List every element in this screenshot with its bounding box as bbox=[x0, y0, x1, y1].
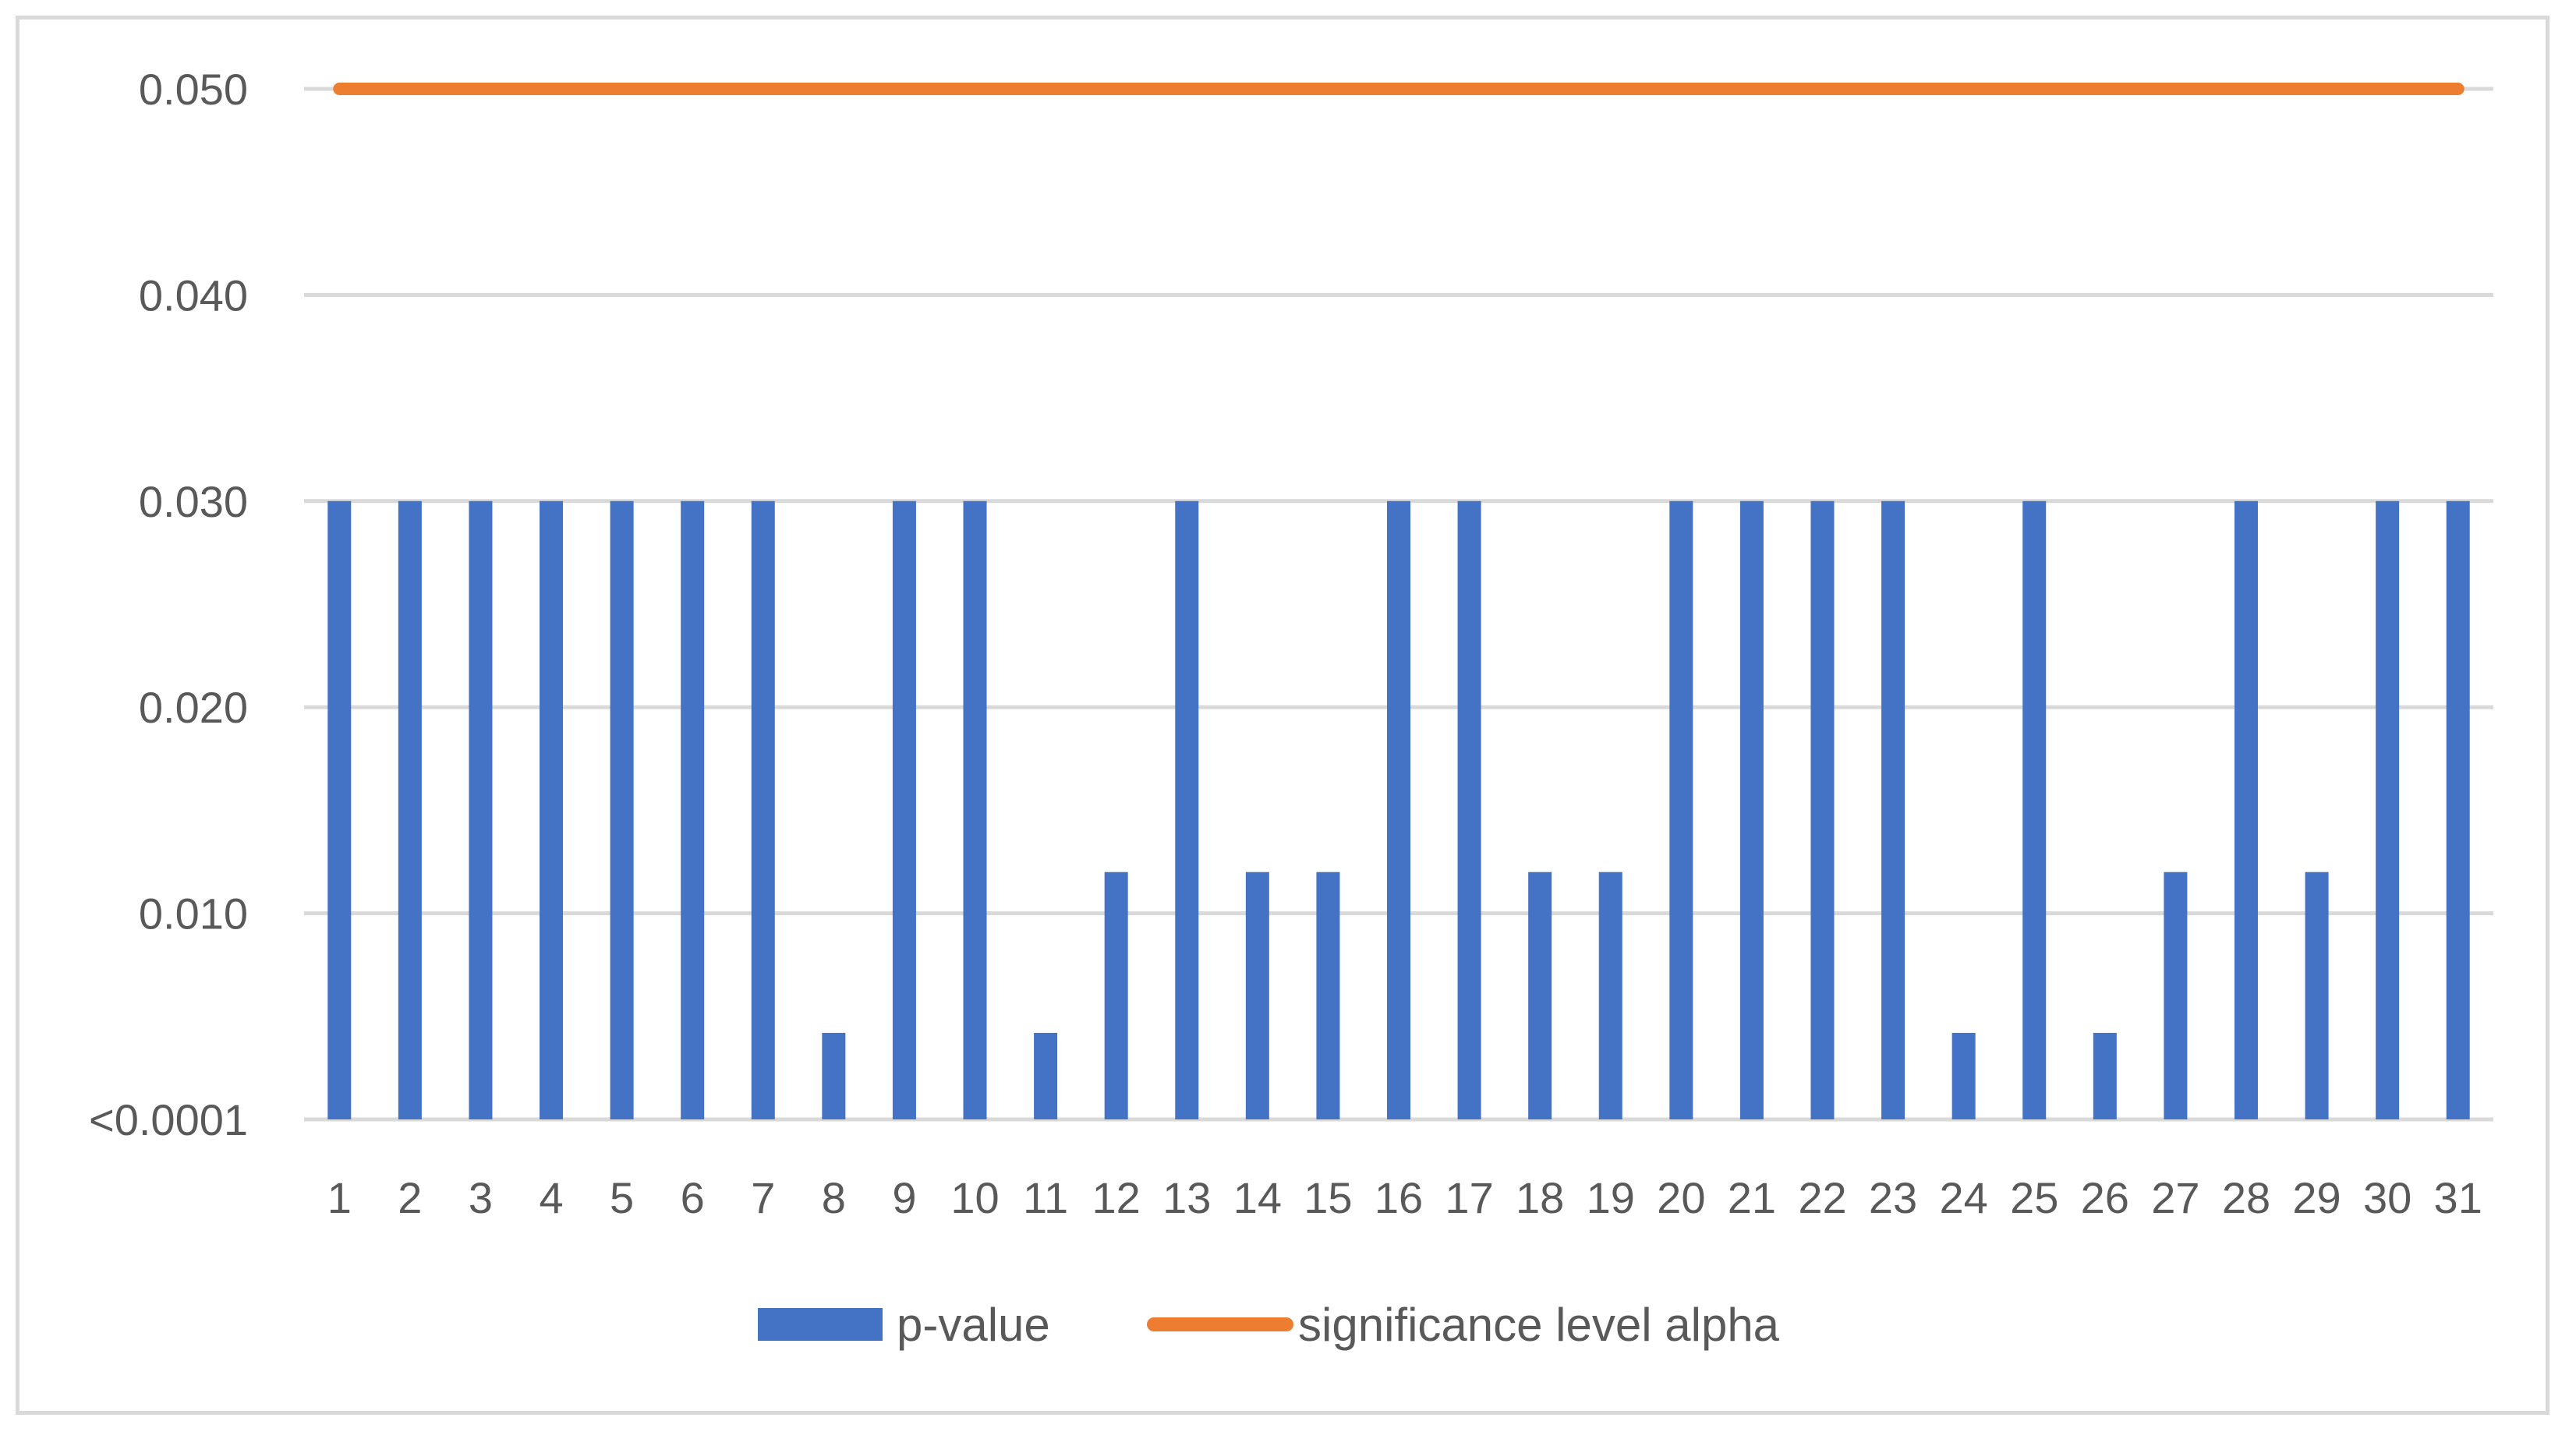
y-tick-label: 0.040 bbox=[139, 270, 248, 320]
x-tick-label: 18 bbox=[1516, 1173, 1564, 1222]
y-tick-label: 0.020 bbox=[139, 683, 248, 732]
x-tick-label: 30 bbox=[2363, 1173, 2411, 1222]
bar-p-value bbox=[398, 500, 422, 1119]
bar-p-value bbox=[892, 500, 916, 1119]
bar-p-value bbox=[1669, 500, 1693, 1119]
bar-p-value bbox=[1175, 500, 1199, 1119]
bar-p-value bbox=[2022, 500, 2047, 1119]
bar-p-value bbox=[1881, 500, 1905, 1119]
legend: p-value significance level alpha bbox=[758, 1299, 1780, 1351]
bar-p-value bbox=[1810, 500, 1835, 1119]
x-tick-label: 7 bbox=[751, 1173, 775, 1222]
bar-p-value bbox=[681, 500, 705, 1119]
bar-p-value bbox=[469, 500, 493, 1119]
x-tick-label: 5 bbox=[610, 1173, 634, 1222]
y-tick-label: 0.030 bbox=[139, 477, 248, 526]
bar-p-value bbox=[1598, 872, 1622, 1119]
bar-p-value bbox=[2446, 500, 2470, 1119]
bar-p-value bbox=[2164, 872, 2188, 1119]
x-axis-ticks: 1 2 3 4 5 6 7 8 9 10 11 12 13 14 15 16 17 18 19 20 21 22 23 24 2… bbox=[327, 1173, 2482, 1222]
x-tick-label: 29 bbox=[2292, 1173, 2341, 1222]
y-tick-label: <0.0001 bbox=[89, 1095, 248, 1144]
bar-p-value bbox=[822, 1032, 846, 1119]
y-tick-label: 0.010 bbox=[139, 889, 248, 939]
bar-p-value bbox=[1316, 872, 1340, 1119]
bar-p-value bbox=[2234, 500, 2258, 1119]
bar-p-value bbox=[963, 500, 987, 1119]
bar-p-value bbox=[2305, 872, 2329, 1119]
bar-p-value bbox=[2376, 500, 2400, 1119]
x-tick-label: 2 bbox=[398, 1173, 422, 1222]
x-tick-label: 24 bbox=[1939, 1173, 1987, 1222]
bar-p-value bbox=[610, 500, 634, 1119]
x-tick-label: 14 bbox=[1233, 1173, 1282, 1222]
x-tick-label: 13 bbox=[1162, 1173, 1211, 1222]
x-tick-label: 1 bbox=[327, 1173, 352, 1222]
bar-p-value bbox=[1034, 1032, 1058, 1119]
x-tick-label: 23 bbox=[1869, 1173, 1917, 1222]
x-tick-label: 21 bbox=[1728, 1173, 1776, 1222]
x-tick-label: 31 bbox=[2434, 1173, 2482, 1222]
y-axis-ticks: <0.0001 0.010 0.020 0.030 0.040 0.050 bbox=[89, 65, 248, 1144]
x-tick-label: 10 bbox=[950, 1173, 999, 1222]
x-tick-label: 17 bbox=[1445, 1173, 1493, 1222]
x-tick-label: 8 bbox=[822, 1173, 846, 1222]
x-tick-label: 9 bbox=[892, 1173, 916, 1222]
bar-p-value bbox=[1245, 872, 1269, 1119]
bar-p-value bbox=[1951, 1032, 1976, 1119]
bar-p-value bbox=[1739, 500, 1764, 1119]
legend-label-significance-level-alpha: significance level alpha bbox=[1298, 1299, 1780, 1351]
bar-p-value bbox=[1457, 500, 1481, 1119]
x-tick-label: 6 bbox=[681, 1173, 705, 1222]
x-tick-label: 28 bbox=[2222, 1173, 2270, 1222]
x-tick-label: 19 bbox=[1587, 1173, 1635, 1222]
legend-swatch-p-value bbox=[758, 1308, 883, 1341]
bar-p-value bbox=[751, 500, 775, 1119]
x-tick-label: 26 bbox=[2081, 1173, 2129, 1222]
legend-label-p-value: p-value bbox=[897, 1299, 1050, 1351]
x-tick-label: 3 bbox=[469, 1173, 493, 1222]
y-tick-label: 0.050 bbox=[139, 65, 248, 114]
bar-p-value bbox=[540, 500, 564, 1119]
x-tick-label: 22 bbox=[1798, 1173, 1846, 1222]
x-tick-label: 15 bbox=[1304, 1173, 1352, 1222]
bar-p-value bbox=[2093, 1032, 2117, 1119]
x-tick-label: 20 bbox=[1657, 1173, 1705, 1222]
x-tick-label: 11 bbox=[1023, 1173, 1068, 1222]
x-tick-label: 12 bbox=[1092, 1173, 1141, 1222]
x-tick-label: 4 bbox=[539, 1173, 563, 1222]
x-tick-label: 27 bbox=[2151, 1173, 2199, 1222]
bar-series bbox=[327, 500, 2470, 1119]
bar-p-value bbox=[327, 500, 352, 1119]
x-tick-label: 16 bbox=[1375, 1173, 1423, 1222]
bar-p-value bbox=[1387, 500, 1410, 1119]
x-tick-label: 25 bbox=[2010, 1173, 2058, 1222]
bar-p-value bbox=[1528, 872, 1552, 1119]
chart-frame bbox=[16, 16, 2549, 1415]
bar-p-value bbox=[1104, 872, 1128, 1119]
